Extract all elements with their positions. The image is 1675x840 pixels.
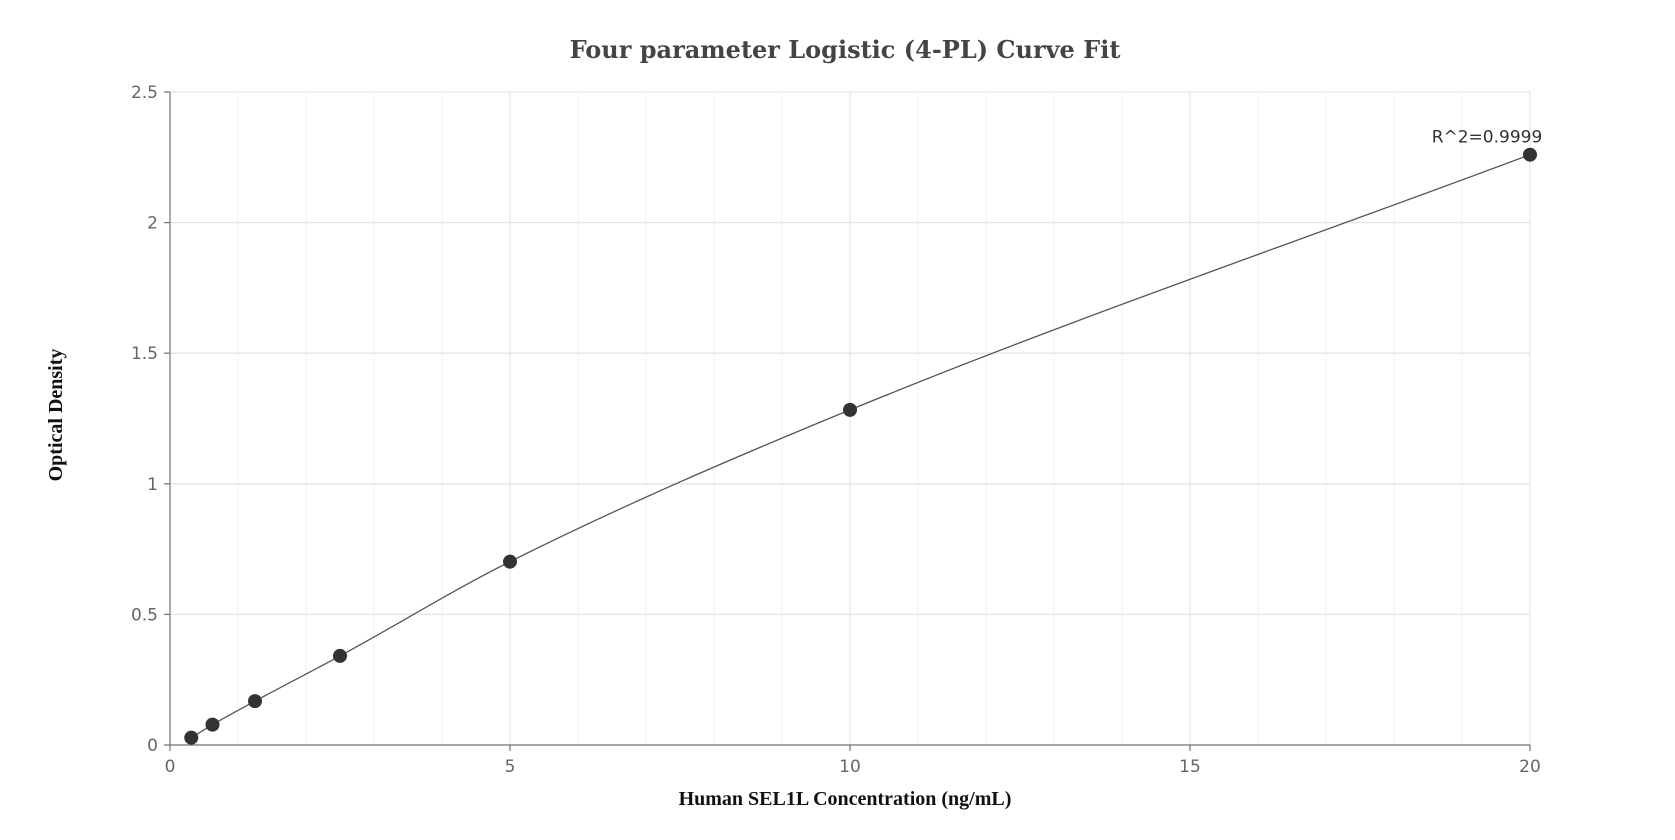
fit-curve-line bbox=[190, 154, 1531, 739]
x-tick-label: 10 bbox=[839, 757, 861, 777]
x-axis-title: Human SEL1L Concentration (ng/mL) bbox=[679, 788, 1012, 810]
y-tick-label: 0 bbox=[147, 736, 158, 756]
r-squared-annotation: R^2=0.9999 bbox=[1432, 128, 1543, 148]
x-tick-label: 15 bbox=[1179, 757, 1201, 777]
x-tick-label: 0 bbox=[165, 757, 176, 777]
data-points bbox=[184, 147, 1537, 745]
y-tick-label: 2 bbox=[147, 214, 158, 234]
data-point bbox=[1523, 147, 1537, 162]
data-point bbox=[205, 717, 220, 732]
data-point bbox=[248, 694, 262, 709]
x-tick-label: 5 bbox=[505, 757, 516, 777]
grid bbox=[170, 91, 1531, 745]
y-axis-ticks: 0 0.5 1 1.5 2 2.5 bbox=[131, 83, 170, 756]
y-tick-label: 0.5 bbox=[131, 605, 158, 625]
y-tick-label: 1.5 bbox=[131, 344, 158, 364]
x-tick-label: 20 bbox=[1519, 757, 1541, 777]
annotations: R^2=0.9999 bbox=[1432, 128, 1543, 148]
y-tick-label: 2.5 bbox=[131, 83, 158, 103]
x-axis-ticks: 0 5 10 15 20 bbox=[165, 745, 1541, 777]
data-point bbox=[333, 648, 347, 663]
data-point bbox=[503, 554, 517, 569]
chart-title: Four parameter Logistic (4-PL) Curve Fit bbox=[570, 35, 1121, 64]
y-axis-title: Optical Density bbox=[45, 349, 67, 482]
data-point bbox=[843, 402, 857, 417]
data-point bbox=[184, 730, 199, 745]
y-tick-label: 1 bbox=[147, 475, 158, 495]
